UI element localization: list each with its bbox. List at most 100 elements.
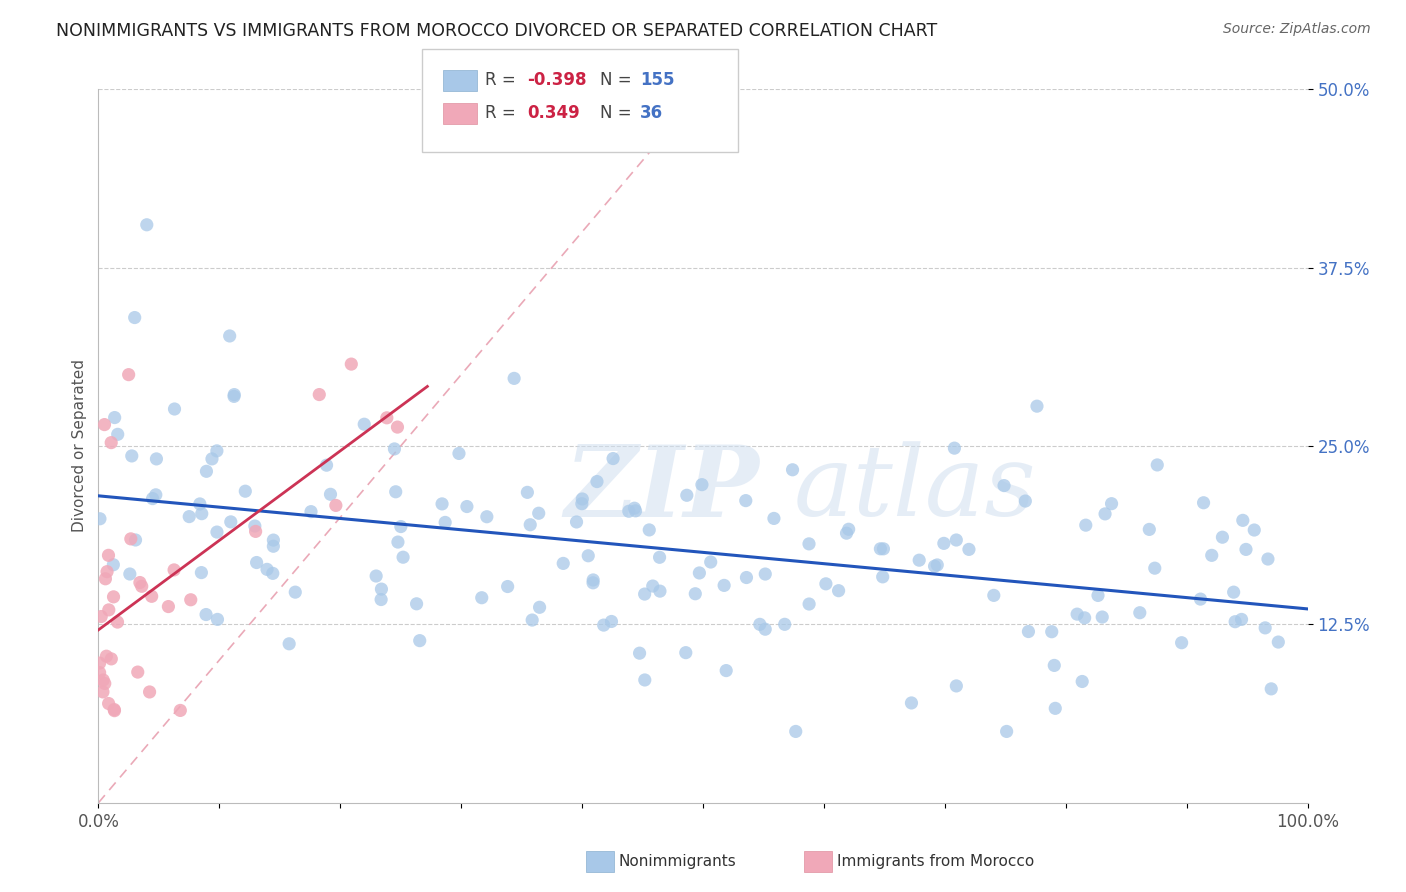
Point — [475, 509, 498, 524]
Point — [97, 697, 120, 711]
Point — [392, 550, 415, 565]
Text: ZIP: ZIP — [564, 441, 759, 537]
Point — [120, 532, 142, 546]
Point — [315, 458, 337, 473]
Point — [409, 633, 432, 648]
Point — [245, 524, 267, 539]
Point — [262, 539, 284, 553]
Point — [872, 541, 894, 556]
Point — [188, 497, 211, 511]
Point — [284, 585, 307, 599]
Point — [754, 622, 776, 636]
Point — [582, 575, 605, 590]
Point — [628, 646, 651, 660]
Point — [1101, 497, 1123, 511]
Point — [553, 557, 575, 571]
Point — [1223, 615, 1246, 629]
Point — [246, 556, 269, 570]
Point — [1222, 585, 1244, 599]
Point — [278, 637, 301, 651]
Point — [1073, 611, 1095, 625]
Point — [1066, 607, 1088, 621]
Point — [89, 656, 111, 670]
Point — [1201, 549, 1223, 563]
Point — [163, 402, 186, 417]
Point — [927, 558, 949, 572]
Point — [94, 676, 117, 690]
Point — [1232, 513, 1254, 527]
Point — [1071, 674, 1094, 689]
Point — [224, 387, 246, 401]
Point — [319, 487, 342, 501]
Point — [995, 724, 1018, 739]
Point — [93, 417, 115, 432]
Point — [1234, 542, 1257, 557]
Point — [100, 652, 122, 666]
Point — [205, 443, 228, 458]
Point — [748, 617, 770, 632]
Point — [516, 485, 538, 500]
Text: R =: R = — [485, 71, 522, 89]
Point — [308, 387, 330, 401]
Y-axis label: Divorced or Separated: Divorced or Separated — [72, 359, 87, 533]
Text: Immigrants from Morocco: Immigrants from Morocco — [837, 855, 1033, 869]
Point — [384, 484, 406, 499]
Point — [634, 673, 657, 687]
Point — [496, 580, 519, 594]
Point — [1143, 561, 1166, 575]
Point — [89, 512, 111, 526]
Point — [943, 441, 966, 455]
Point — [600, 615, 623, 629]
Point — [582, 573, 605, 587]
Point — [366, 569, 388, 583]
Point — [1091, 610, 1114, 624]
Point — [685, 587, 707, 601]
Point — [97, 549, 120, 563]
Point — [735, 570, 758, 584]
Point — [262, 533, 284, 547]
Point — [714, 664, 737, 678]
Text: atlas: atlas — [793, 442, 1036, 536]
Text: R =: R = — [485, 104, 522, 122]
Text: N =: N = — [600, 104, 637, 122]
Point — [375, 410, 398, 425]
Text: 36: 36 — [640, 104, 662, 122]
Point — [124, 533, 146, 547]
Point — [648, 550, 671, 565]
Point — [434, 516, 457, 530]
Point — [869, 541, 891, 556]
Point — [827, 583, 849, 598]
Point — [1243, 523, 1265, 537]
Point — [797, 597, 820, 611]
Point — [195, 464, 218, 478]
Point — [145, 451, 167, 466]
Point — [908, 553, 931, 567]
Point — [648, 584, 671, 599]
Point — [340, 357, 363, 371]
Point — [157, 599, 180, 614]
Point — [370, 582, 392, 596]
Point — [519, 517, 541, 532]
Point — [218, 329, 240, 343]
Point — [169, 703, 191, 717]
Text: Nonimmigrants: Nonimmigrants — [619, 855, 737, 869]
Point — [142, 491, 165, 506]
Point — [205, 524, 228, 539]
Point — [762, 511, 785, 525]
Point — [617, 504, 640, 518]
Point — [638, 523, 661, 537]
Point — [1189, 592, 1212, 607]
Point — [713, 578, 735, 592]
Point — [107, 615, 129, 629]
Point — [503, 371, 526, 385]
Point — [262, 566, 284, 581]
Point — [201, 451, 224, 466]
Point — [384, 442, 406, 456]
Point — [405, 597, 427, 611]
Point — [103, 558, 125, 572]
Point — [773, 617, 796, 632]
Point — [138, 685, 160, 699]
Point — [1211, 530, 1233, 544]
Point — [624, 504, 647, 518]
Point — [1026, 399, 1049, 413]
